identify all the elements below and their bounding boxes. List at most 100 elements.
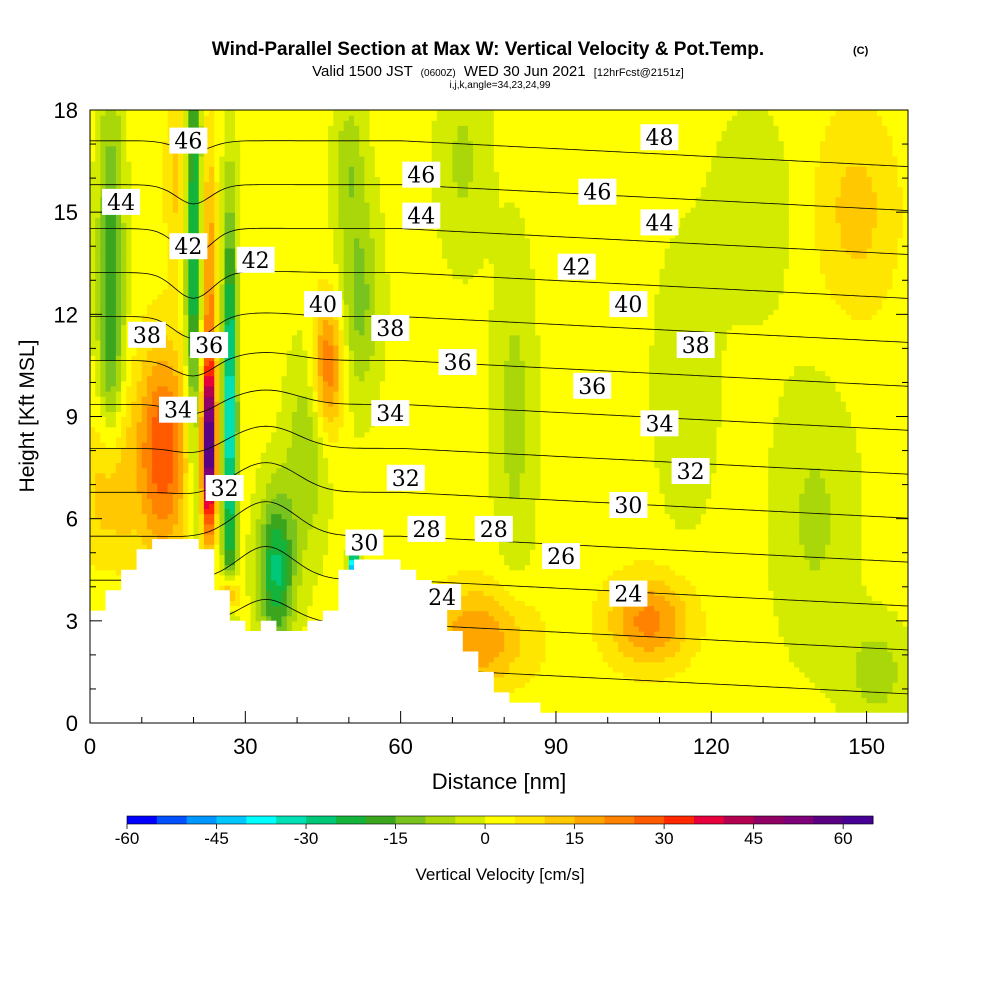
velocity-cell <box>297 319 303 326</box>
velocity-cell <box>198 324 205 331</box>
velocity-cell <box>167 493 174 499</box>
velocity-cell <box>100 467 107 474</box>
velocity-cell <box>198 426 205 433</box>
velocity-cell <box>157 161 164 167</box>
velocity-cell <box>203 442 210 448</box>
velocity-cell <box>100 263 107 269</box>
velocity-cell <box>297 467 303 474</box>
velocity-cell <box>95 278 101 285</box>
velocity-cell <box>157 385 164 392</box>
velocity-cell <box>255 590 262 596</box>
velocity-cell <box>115 488 122 494</box>
velocity-cell <box>302 554 309 561</box>
velocity-cell <box>105 426 112 433</box>
velocity-cell <box>281 421 288 428</box>
velocity-cell <box>245 171 252 178</box>
velocity-cell <box>266 155 272 162</box>
velocity-cell <box>271 472 277 479</box>
subtitle-valid: Valid 1500 JST <box>312 63 412 80</box>
velocity-cell <box>110 508 117 515</box>
velocity-cell <box>266 457 272 464</box>
velocity-cell <box>162 528 169 535</box>
velocity-cell <box>203 385 210 392</box>
velocity-cell <box>146 288 153 295</box>
velocity-cell <box>291 110 298 116</box>
velocity-cell <box>255 503 262 510</box>
velocity-cell <box>162 431 169 438</box>
velocity-cell <box>162 201 169 208</box>
velocity-cell <box>136 513 143 520</box>
velocity-cell <box>193 431 200 438</box>
velocity-cell <box>240 513 246 520</box>
velocity-cell <box>110 569 117 576</box>
velocity-cell <box>121 329 127 336</box>
velocity-cell <box>183 513 189 520</box>
velocity-cell <box>100 518 107 525</box>
velocity-cell <box>260 125 267 132</box>
velocity-cell <box>255 334 262 341</box>
velocity-cell <box>291 472 298 479</box>
velocity-cell <box>115 293 122 300</box>
velocity-cell <box>276 207 283 213</box>
velocity-cell <box>219 253 226 259</box>
velocity-cell <box>126 385 133 392</box>
velocity-cell <box>157 442 164 448</box>
velocity-cell <box>266 523 272 530</box>
velocity-cell <box>110 559 117 566</box>
velocity-cell <box>260 401 267 407</box>
velocity-cell <box>90 365 96 372</box>
velocity-cell <box>146 278 153 285</box>
velocity-cell <box>229 191 236 198</box>
velocity-cell <box>260 339 267 346</box>
velocity-cell <box>121 493 127 499</box>
velocity-cell <box>219 462 226 469</box>
velocity-cell <box>250 110 257 116</box>
velocity-cell <box>297 416 303 423</box>
velocity-cell <box>126 222 133 229</box>
velocity-cell <box>245 539 252 545</box>
velocity-cell <box>115 574 122 581</box>
velocity-cell <box>152 472 158 479</box>
velocity-cell <box>131 155 138 162</box>
velocity-cell <box>183 365 189 372</box>
velocity-cell <box>229 212 236 218</box>
velocity-cell <box>286 493 293 499</box>
velocity-cell <box>260 447 267 453</box>
velocity-cell <box>131 493 138 499</box>
velocity-cell <box>198 467 205 474</box>
velocity-cell <box>172 503 179 510</box>
velocity-cell <box>193 161 200 167</box>
velocity-cell <box>281 472 288 479</box>
velocity-cell <box>121 482 127 489</box>
velocity-cell <box>245 288 252 295</box>
velocity-cell <box>250 125 257 132</box>
velocity-cell <box>286 145 293 152</box>
velocity-cell <box>105 585 112 591</box>
velocity-cell <box>281 523 288 530</box>
velocity-cell <box>121 120 127 126</box>
velocity-cell <box>162 217 169 223</box>
velocity-cell <box>126 554 133 561</box>
velocity-cell <box>110 166 117 172</box>
velocity-cell <box>271 488 277 494</box>
velocity-cell <box>240 421 246 428</box>
velocity-cell <box>302 421 309 428</box>
velocity-cell <box>286 436 293 443</box>
velocity-cell <box>193 309 200 315</box>
velocity-cell <box>203 201 210 208</box>
velocity-cell <box>224 253 231 259</box>
velocity-cell <box>219 324 226 331</box>
velocity-cell <box>126 462 133 469</box>
velocity-cell <box>214 564 221 571</box>
velocity-cell <box>245 620 252 627</box>
velocity-cell <box>255 488 262 494</box>
velocity-cell <box>255 212 262 218</box>
velocity-cell <box>234 360 241 367</box>
velocity-cell <box>281 115 288 121</box>
chart-subtitle-indices: i,j,k,angle=34,23,24,99 <box>450 80 551 91</box>
velocity-cell <box>224 293 231 300</box>
velocity-cell <box>167 355 174 361</box>
velocity-cell <box>271 232 277 239</box>
velocity-cell <box>136 304 143 310</box>
velocity-cell <box>100 222 107 229</box>
